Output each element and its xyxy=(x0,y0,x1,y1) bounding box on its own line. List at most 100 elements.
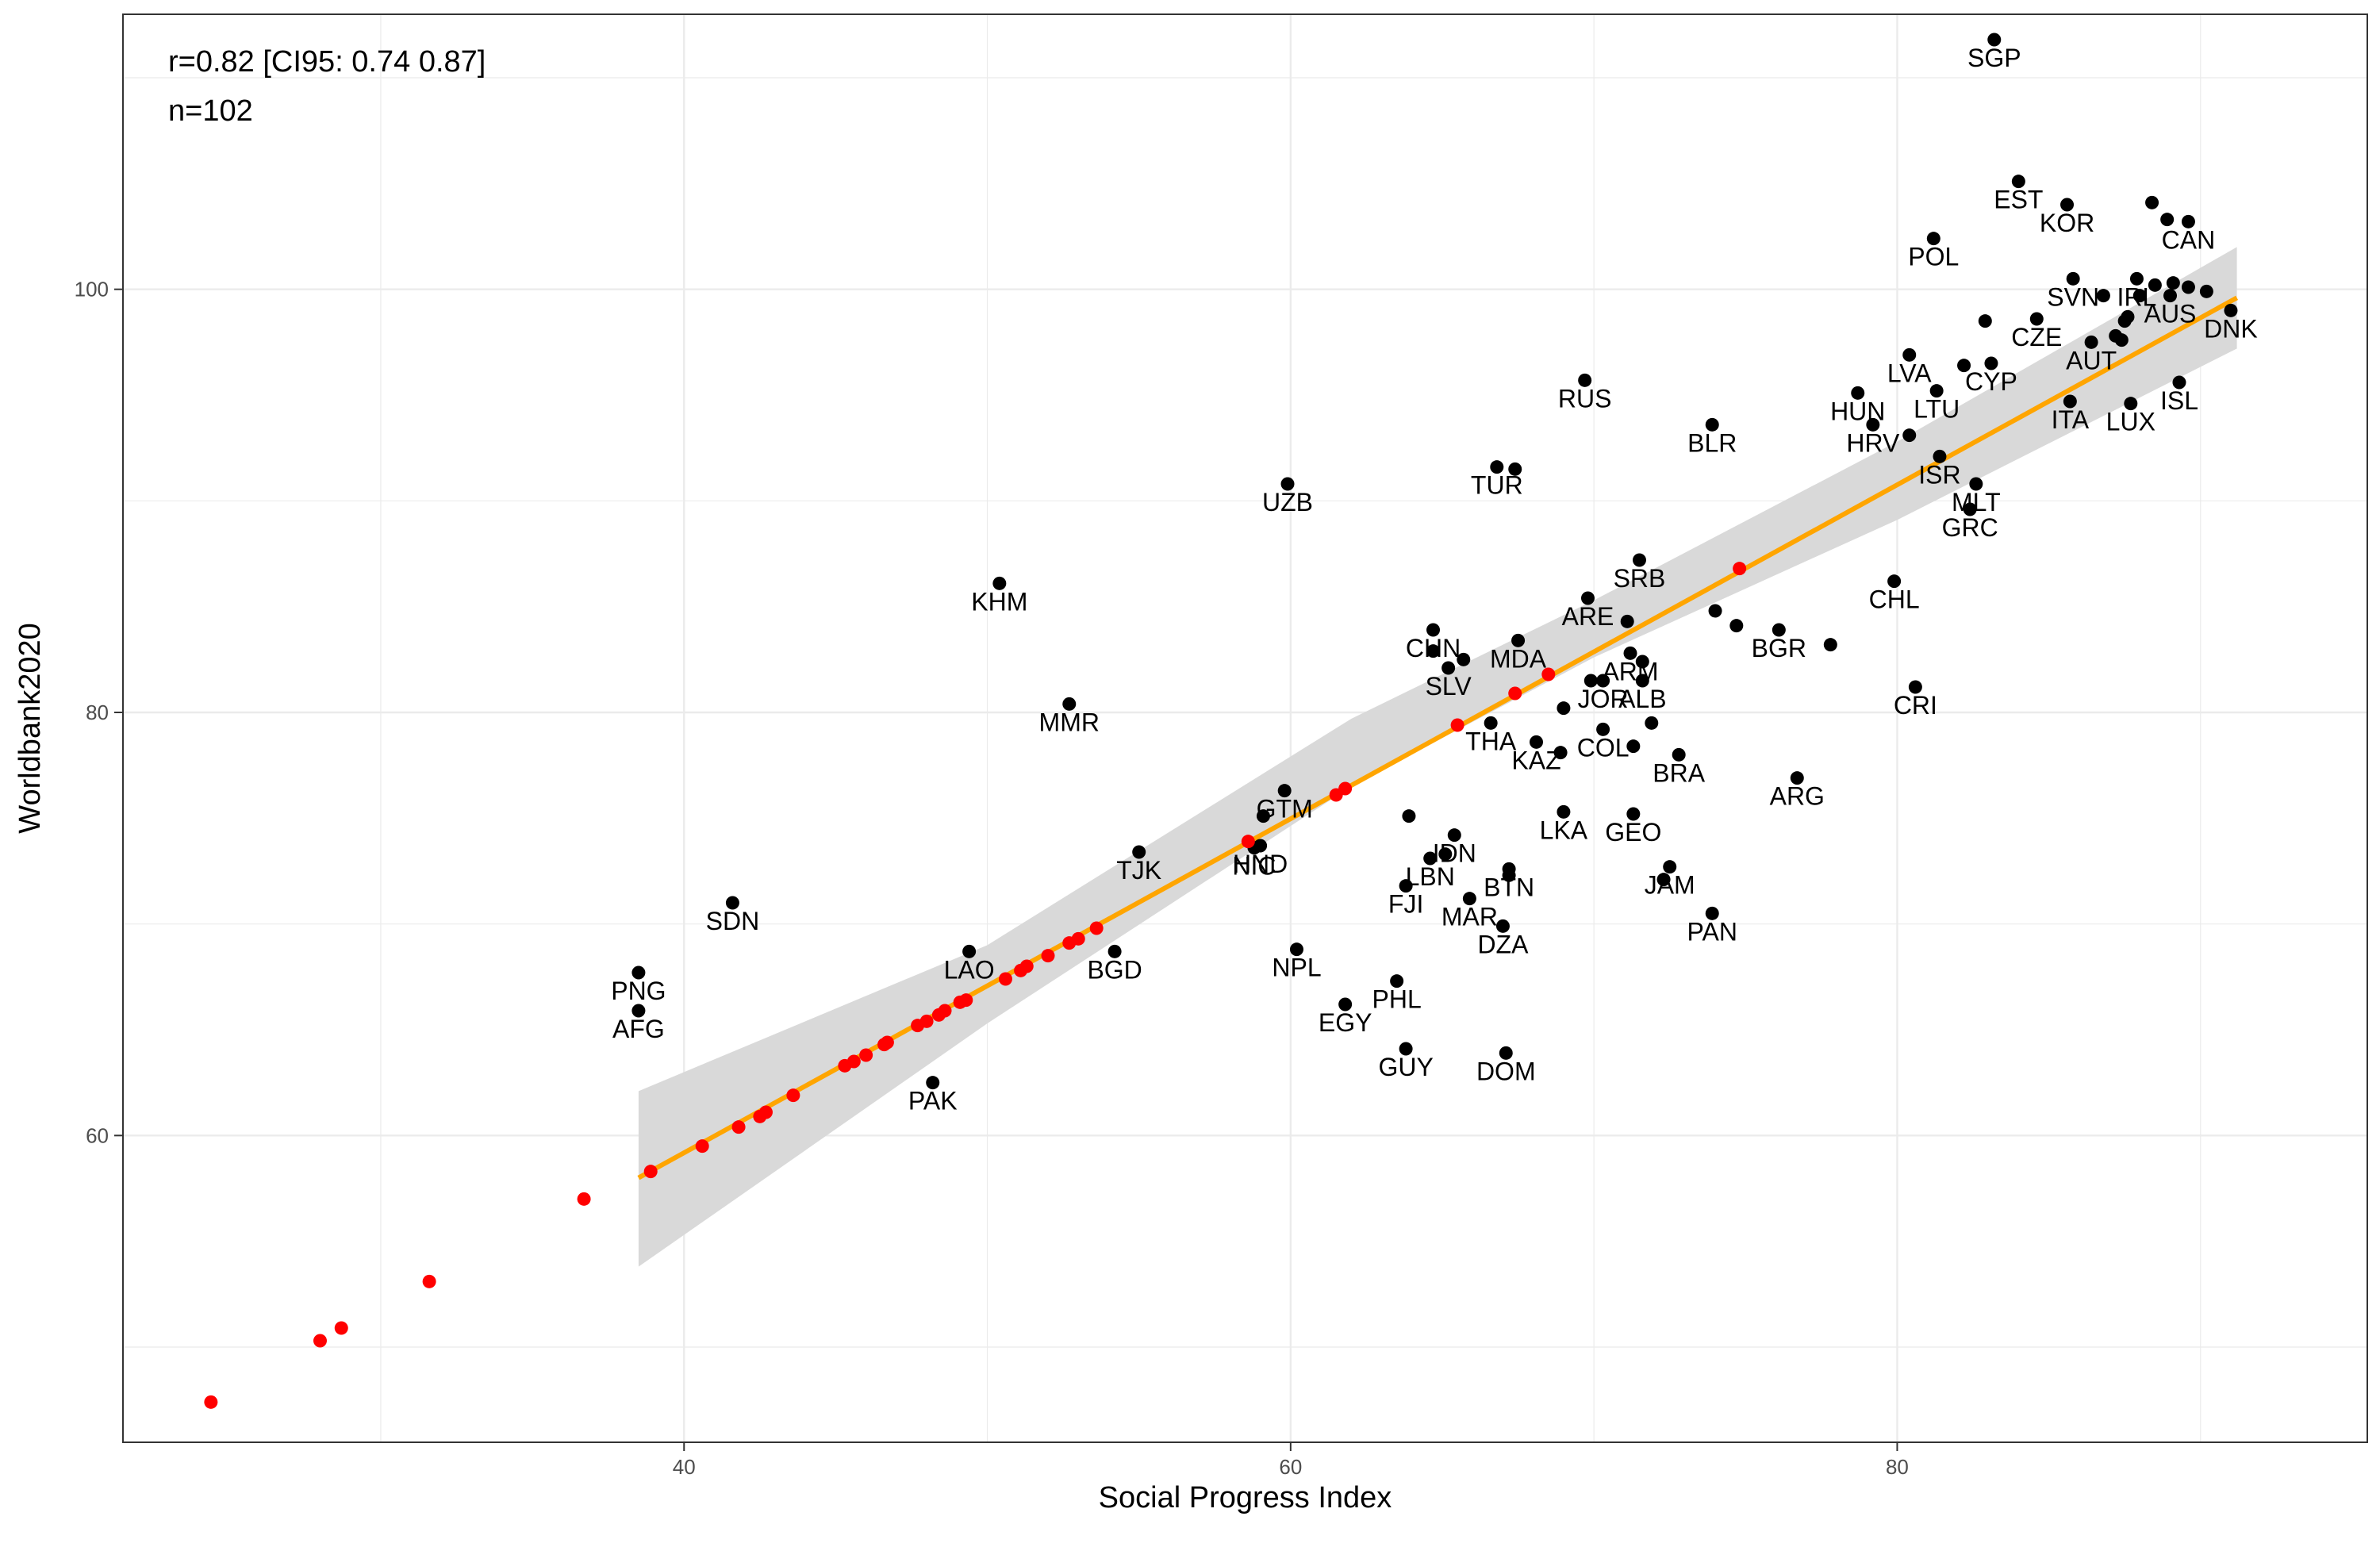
point-label: HUN xyxy=(1830,397,1885,425)
observed-point xyxy=(1578,373,1592,387)
point-label: ISR xyxy=(1918,460,1960,489)
observed-point xyxy=(2145,195,2159,209)
observed-point xyxy=(1596,674,1610,688)
point-label: KHM xyxy=(971,587,1027,616)
y-axis-ticks: 60 80 100 xyxy=(75,278,123,1147)
point-label: PNG xyxy=(611,977,666,1005)
regression-line xyxy=(637,295,2239,1180)
point-label: MAR xyxy=(1441,903,1498,931)
point-label: IRL xyxy=(2117,282,2157,311)
observed-point xyxy=(1772,623,1786,637)
point-label: BGR xyxy=(1752,634,1806,662)
observed-point xyxy=(1623,646,1637,660)
observed-point xyxy=(2011,175,2025,189)
point-label: EGY xyxy=(1319,1008,1372,1037)
point-label: LAO xyxy=(944,955,995,984)
observed-point xyxy=(1984,356,1998,370)
panel-border xyxy=(122,13,2368,1443)
point-label: TJK xyxy=(1116,856,1161,885)
point-label: BRA xyxy=(1653,758,1705,787)
y-tick-label: 60 xyxy=(86,1123,109,1147)
point-label: MDA xyxy=(1490,644,1547,673)
point-label: MLT xyxy=(1952,488,2001,516)
observed-point xyxy=(1132,845,1146,859)
point-label: DOM xyxy=(1476,1057,1536,1085)
observed-point xyxy=(1530,735,1544,749)
observed-point xyxy=(1426,623,1441,637)
point-label: KAZ xyxy=(1511,746,1560,774)
y-tick-label: 80 xyxy=(86,701,109,724)
predicted-point xyxy=(1041,949,1055,963)
observed-point xyxy=(1280,477,1295,491)
point-label: TUR xyxy=(1471,471,1523,500)
observed-point xyxy=(1635,654,1649,669)
observed-point xyxy=(2096,289,2110,303)
observed-point xyxy=(1499,1046,1513,1060)
point-label: CRI xyxy=(1894,691,1937,720)
observed-point xyxy=(1705,906,1719,920)
x-axis-title: Social Progress Index xyxy=(1099,1481,1392,1514)
minor-gridlines xyxy=(123,14,2367,1442)
point-label: MMR xyxy=(1039,708,1100,736)
observed-point xyxy=(1423,851,1438,866)
observed-point xyxy=(1490,460,1504,474)
predicted-point xyxy=(204,1395,218,1409)
observed-point xyxy=(1705,417,1719,432)
predicted-point xyxy=(1733,562,1747,576)
observed-point xyxy=(2172,375,2186,390)
point-label: CYP xyxy=(1965,367,2017,396)
point-label: BGD xyxy=(1087,955,1142,984)
observed-point xyxy=(2124,397,2138,411)
observed-point xyxy=(1708,604,1722,618)
observed-point xyxy=(2063,394,2077,409)
predicted-point xyxy=(1071,931,1085,946)
observed-point xyxy=(1645,716,1659,730)
observed-point xyxy=(2148,278,2162,292)
observed-point xyxy=(1729,619,1744,633)
observed-point xyxy=(1663,860,1677,874)
predicted-point xyxy=(313,1334,327,1348)
observed-point xyxy=(1484,716,1498,730)
predicted-point xyxy=(577,1192,591,1206)
observed-point xyxy=(1580,591,1595,605)
observed-point xyxy=(2224,303,2238,317)
predicted-point xyxy=(334,1321,348,1335)
major-gridlines xyxy=(123,14,2367,1442)
point-label: THA xyxy=(1465,727,1517,755)
observed-point xyxy=(631,1004,646,1018)
predicted-point xyxy=(422,1274,436,1288)
predicted-point xyxy=(1241,835,1255,849)
point-label: ALB xyxy=(1618,685,1666,713)
point-label: PAN xyxy=(1687,917,1737,946)
observed-point xyxy=(1511,633,1526,647)
point-label: RUS xyxy=(1558,384,1612,413)
point-label: LBN xyxy=(1406,862,1455,891)
predicted-point xyxy=(1019,959,1034,973)
correlation-annotation: r=0.82 [CI95: 0.74 0.87] xyxy=(168,45,486,79)
point-label: ITA xyxy=(2052,405,2090,434)
observed-point xyxy=(1823,638,1837,652)
observed-point xyxy=(1620,614,1634,628)
observed-point xyxy=(1929,384,1944,398)
point-label: PHL xyxy=(1372,985,1422,1014)
observed-point xyxy=(2066,271,2080,286)
observed-point xyxy=(1902,347,1917,362)
observed-point xyxy=(2163,289,2178,303)
observed-point xyxy=(1583,674,1598,688)
observed-point xyxy=(2060,198,2075,212)
x-tick-label: 40 xyxy=(673,1455,696,1479)
predicted-point xyxy=(938,1004,952,1018)
point-label: SDN xyxy=(706,907,760,935)
observed-point xyxy=(2084,335,2098,349)
observed-point xyxy=(1495,919,1510,933)
confidence-band xyxy=(638,247,2237,1267)
point-label: NPL xyxy=(1272,954,1321,982)
observed-point xyxy=(1926,232,1940,246)
x-axis-ticks: 40 60 80 xyxy=(673,1442,1909,1479)
observed-point xyxy=(1626,739,1641,754)
observed-point xyxy=(1256,809,1270,823)
point-label: JAM xyxy=(1645,871,1695,900)
predicted-point xyxy=(880,1035,894,1050)
x-tick-label: 60 xyxy=(1279,1455,1302,1479)
